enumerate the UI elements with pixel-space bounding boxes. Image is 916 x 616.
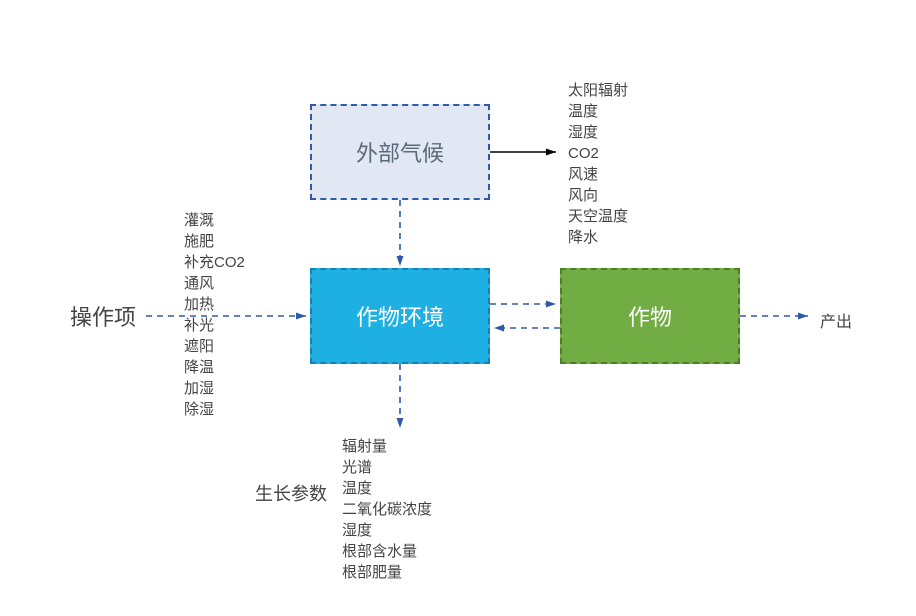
edge-crop-to-output	[740, 313, 808, 320]
climate-vars-item: 天空温度	[568, 206, 628, 227]
growth-params-item: 根部肥量	[342, 562, 432, 583]
operations-title: 操作项	[70, 300, 136, 332]
growth-params-list: 辐射量光谱温度二氧化碳浓度湿度根部含水量根部肥量	[342, 436, 432, 583]
climate-vars-item: 太阳辐射	[568, 80, 628, 101]
edge-climate-to-env	[397, 200, 404, 266]
climate-vars-item: 风速	[568, 164, 628, 185]
node-external-climate-label: 外部气候	[356, 136, 444, 168]
climate-vars-item: 温度	[568, 101, 628, 122]
edge-env-to-growth	[397, 364, 404, 428]
edge-env-to-crop	[490, 301, 556, 308]
growth-params-item: 辐射量	[342, 436, 432, 457]
growth-params-item: 根部含水量	[342, 541, 432, 562]
operations-item: 降温	[184, 357, 245, 378]
growth-params-item: 光谱	[342, 457, 432, 478]
operations-item: 补光	[184, 315, 245, 336]
operations-item: 除湿	[184, 399, 245, 420]
growth-params-item: 温度	[342, 478, 432, 499]
node-crop: 作物	[560, 268, 740, 364]
operations-item: 灌溉	[184, 210, 245, 231]
edge-crop-to-env	[494, 325, 560, 332]
growth-params-item: 二氧化碳浓度	[342, 499, 432, 520]
node-external-climate: 外部气候	[310, 104, 490, 200]
operations-item: 施肥	[184, 231, 245, 252]
node-crop-label: 作物	[628, 300, 672, 332]
edge-climate-to-vars	[490, 149, 556, 156]
climate-vars-item: 风向	[568, 185, 628, 206]
operations-item: 加热	[184, 294, 245, 315]
operations-item: 加湿	[184, 378, 245, 399]
climate-vars-item: 降水	[568, 227, 628, 248]
growth-params-title: 生长参数	[255, 480, 327, 506]
operations-item: 遮阳	[184, 336, 245, 357]
climate-vars-item: CO2	[568, 143, 628, 164]
operations-list: 灌溉施肥补充CO2通风加热补光遮阳降温加湿除湿	[184, 210, 245, 420]
node-crop-environment: 作物环境	[310, 268, 490, 364]
node-crop-environment-label: 作物环境	[356, 300, 444, 332]
output-title: 产出	[820, 308, 852, 332]
operations-item: 补充CO2	[184, 252, 245, 273]
operations-item: 通风	[184, 273, 245, 294]
climate-vars-list: 太阳辐射温度湿度CO2风速风向天空温度降水	[568, 80, 628, 248]
climate-vars-item: 湿度	[568, 122, 628, 143]
growth-params-item: 湿度	[342, 520, 432, 541]
